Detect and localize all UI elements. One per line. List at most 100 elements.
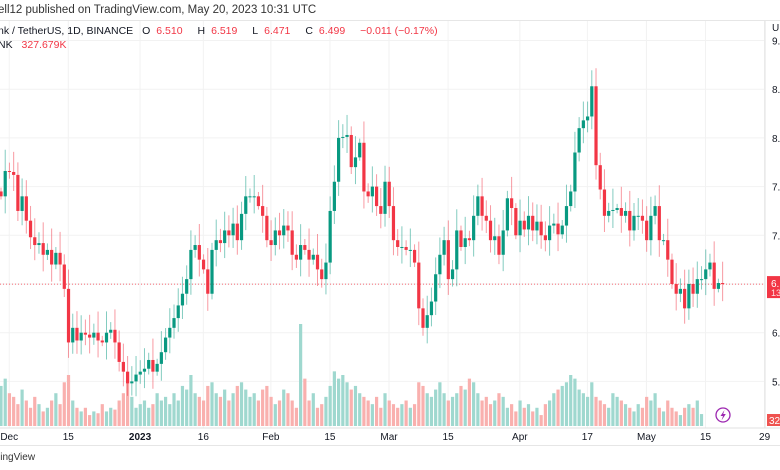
volume-bar	[79, 411, 83, 426]
candle	[573, 131, 577, 209]
volume-bar	[404, 400, 408, 426]
volume-bar	[560, 385, 564, 426]
candle-body	[497, 236, 501, 255]
candle	[341, 124, 345, 149]
volume-bar	[594, 396, 598, 426]
volume-bar	[666, 400, 670, 426]
candle-body	[28, 220, 33, 238]
candle	[569, 184, 573, 212]
candle-body	[92, 332, 96, 338]
volume-bar	[130, 396, 134, 426]
candle-body	[569, 191, 573, 207]
candle-body	[640, 215, 645, 221]
symbol-name[interactable]: nk / TetherUS, 1D, BINANCE	[0, 25, 134, 37]
current-price-badge	[767, 276, 780, 299]
candle	[0, 187, 3, 200]
candle	[666, 218, 670, 277]
volume-bar	[358, 393, 362, 426]
candle-body	[121, 361, 125, 372]
candle	[345, 114, 349, 153]
volume-bar	[569, 375, 573, 426]
current-price-label: 6.	[771, 279, 779, 290]
candle	[429, 287, 434, 327]
candle-body	[417, 262, 421, 309]
volume-bar	[71, 400, 75, 426]
candlestick-chart[interactable]: Dec 15 2023 16 Feb 15 Mar 15 Apr 17 May 15 29 U 9. 8. 8.…	[0, 0, 780, 446]
candle	[691, 267, 695, 307]
volume-bar	[45, 407, 50, 426]
candle-body	[218, 240, 223, 244]
candle-body	[223, 230, 227, 244]
candle	[577, 117, 581, 162]
volume-bar	[294, 407, 298, 426]
volume-bar	[421, 385, 425, 426]
candle-body	[168, 327, 172, 338]
time-tick-label: 2023	[129, 432, 152, 443]
price-tick-label: 6.	[772, 329, 780, 340]
volume-bar	[678, 415, 683, 426]
candle-body	[412, 249, 417, 263]
candle	[168, 308, 172, 354]
volume-study-name[interactable]: NK	[0, 39, 13, 51]
candle	[206, 247, 210, 311]
volume-bar	[239, 382, 244, 426]
candle-body	[594, 86, 598, 166]
candle	[581, 101, 585, 144]
candle	[28, 205, 33, 250]
candle-body	[670, 259, 674, 284]
volume-bar	[62, 382, 66, 426]
volume-bar	[311, 393, 315, 426]
ohlc-high: H 6.519	[197, 25, 238, 37]
currency-label: U	[772, 23, 779, 34]
candle-body	[231, 223, 235, 236]
candle-body	[20, 196, 24, 211]
volume-bar	[446, 400, 450, 426]
candle-body	[480, 196, 484, 216]
candle-body	[628, 210, 632, 231]
candle-body	[151, 359, 155, 372]
candle-body	[716, 283, 720, 289]
candle	[366, 183, 370, 203]
volume-bar	[699, 414, 704, 426]
candle	[54, 247, 58, 270]
candle-body	[585, 116, 590, 121]
candle	[704, 249, 708, 296]
volume-bar	[100, 404, 104, 426]
volume-bar	[28, 407, 33, 426]
lightning-icon[interactable]	[715, 407, 731, 423]
candle	[147, 352, 151, 375]
candle	[623, 202, 628, 223]
candle	[62, 254, 66, 298]
candle	[273, 217, 277, 256]
volume-bar	[640, 407, 645, 426]
candle	[50, 228, 54, 282]
volume-bar	[75, 407, 79, 426]
candle	[505, 190, 509, 237]
candle-body	[535, 221, 539, 231]
candle	[261, 184, 265, 233]
candle	[324, 243, 328, 295]
volume-bar	[476, 393, 480, 426]
candle	[522, 211, 526, 237]
volume-bar	[244, 389, 248, 426]
time-tick-label: Apr	[512, 432, 528, 443]
candle	[404, 240, 408, 256]
volume-bar	[412, 404, 417, 426]
candle-body	[201, 259, 206, 270]
candle	[286, 211, 290, 242]
candle	[277, 212, 282, 250]
candle	[636, 198, 640, 231]
candle-body	[438, 254, 442, 275]
volume-bar	[442, 393, 446, 426]
candle-body	[324, 262, 328, 280]
volume-bar	[345, 382, 349, 426]
volume-bar	[282, 389, 286, 426]
volume-bar	[227, 400, 231, 426]
volume-bar	[337, 378, 341, 426]
candle-body	[387, 181, 391, 207]
volume-bar	[488, 404, 493, 426]
candle	[155, 358, 159, 376]
candle-body	[666, 240, 670, 260]
candle-body	[50, 249, 54, 265]
candle	[256, 191, 261, 210]
